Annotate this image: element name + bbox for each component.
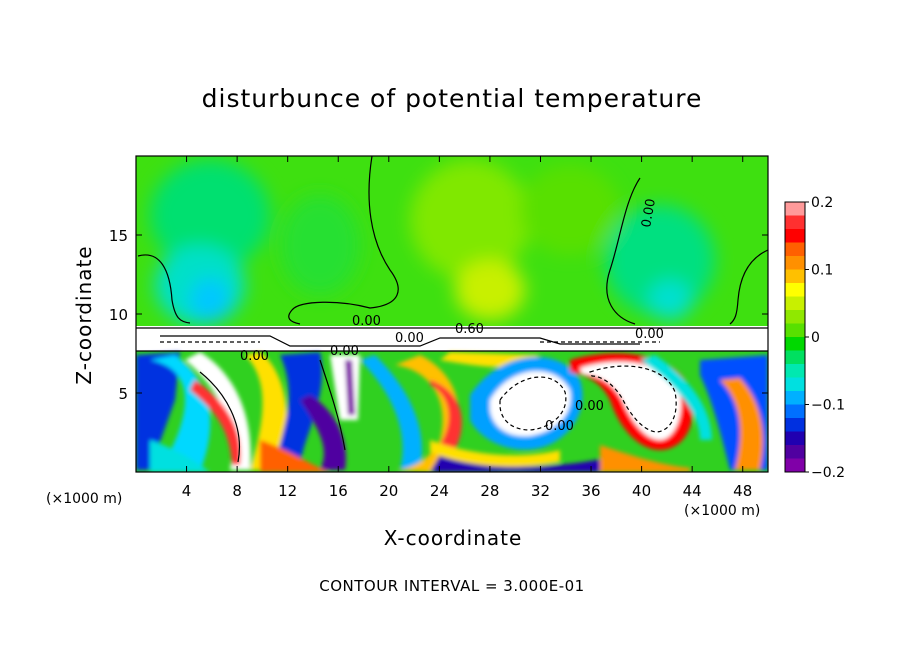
colorbar-swatch (785, 256, 805, 270)
y-ticks: 5 10 15 (109, 227, 768, 403)
x-tick-label: 32 (531, 482, 550, 500)
colorbar-ticks: 0.2 0.1 0 −0.1 −0.2 (805, 195, 845, 481)
x-unit-right: (×1000 m) (684, 503, 761, 519)
contour-label: 0.00 (395, 331, 424, 346)
colorbar-swatch (785, 283, 805, 297)
x-unit-left: (×1000 m) (46, 491, 123, 507)
colorbar-swatch (785, 431, 805, 446)
colorbar-tick-label: 0 (811, 330, 820, 346)
x-tick-label: 44 (683, 482, 702, 500)
contour-label: 0.00 (639, 198, 659, 229)
colorbar-swatch (785, 323, 805, 338)
y-tick-label: 5 (118, 385, 128, 403)
x-tick-label: 4 (182, 482, 192, 500)
colorbar-swatch (785, 418, 805, 432)
x-tick-label: 12 (278, 482, 297, 500)
colorbar-swatch (785, 242, 805, 257)
x-tick-label: 8 (232, 482, 242, 500)
upper-field-blobs (150, 160, 715, 325)
x-tick-label: 20 (379, 482, 398, 500)
contour-label: 0.00 (352, 314, 381, 329)
x-tick-label: 24 (430, 482, 449, 500)
contour-lines (136, 156, 768, 463)
contour-label: 0.00 (575, 399, 604, 414)
colorbar-swatch (785, 445, 805, 459)
colorbar-swatch (785, 269, 805, 284)
x-tick-label: 16 (329, 482, 348, 500)
chart-title: disturbunce of potential temperature (201, 84, 703, 113)
contour-label: 0.00 (635, 327, 664, 342)
colorbar-tick-label: −0.1 (811, 398, 845, 414)
contour-interval-note: CONTOUR INTERVAL = 3.000E-01 (319, 577, 585, 595)
colorbar-swatch (785, 350, 805, 365)
y-tick-label: 15 (109, 227, 128, 245)
x-ticks: 4 8 12 16 20 24 28 32 36 40 44 48 (182, 156, 752, 500)
contour-label: 0.60 (455, 322, 484, 337)
colorbar-swatch (785, 458, 805, 473)
colorbar-swatch (785, 229, 805, 243)
x-tick-label: 28 (480, 482, 499, 500)
contour-label: 0.00 (330, 344, 359, 359)
colorbar-tick-label: −0.2 (811, 465, 845, 481)
colorbar-swatch (785, 202, 805, 216)
colorbar-swatch (785, 364, 805, 378)
colorbar-swatch (785, 296, 805, 311)
colorbar (785, 202, 805, 473)
colorbar-swatch (785, 337, 805, 351)
contour-label: 0.00 (240, 349, 269, 364)
x-tick-label: 40 (632, 482, 651, 500)
heatmap-field (136, 156, 768, 472)
colorbar-swatch (785, 377, 805, 392)
x-tick-label: 36 (581, 482, 600, 500)
colorbar-tick-label: 0.2 (811, 195, 833, 211)
colorbar-tick-label: 0.1 (811, 263, 833, 279)
colorbar-swatch (785, 215, 805, 230)
y-tick-label: 10 (109, 306, 128, 324)
x-axis-label: X-coordinate (383, 526, 523, 550)
colorbar-swatch (785, 404, 805, 419)
colorbar-swatch (785, 310, 805, 324)
x-tick-label: 48 (733, 482, 752, 500)
contour-label: 0.00 (545, 419, 574, 434)
colorbar-swatch (785, 391, 805, 405)
contour-label-group: 0.00 0.00 0.60 0.00 0.00 0.00 0.00 0.00 … (240, 198, 664, 434)
